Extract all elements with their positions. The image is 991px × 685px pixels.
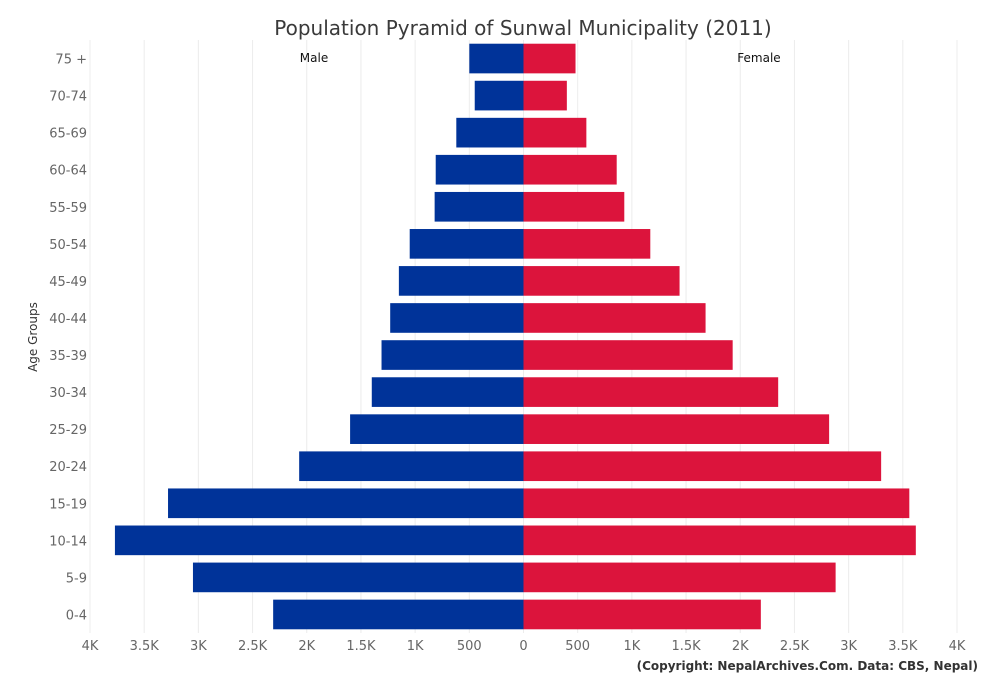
bar-male xyxy=(434,191,524,222)
y-tick-label: 40-44 xyxy=(49,312,87,327)
x-tick-label: 1.5K xyxy=(346,639,376,654)
y-tick-label: 55-59 xyxy=(49,201,87,216)
bar-female xyxy=(523,599,761,630)
bar-female xyxy=(523,340,733,370)
y-tick-label: 25-29 xyxy=(49,423,87,438)
x-tick-label: 1K xyxy=(623,639,640,654)
y-tick-label: 65-69 xyxy=(49,127,87,142)
x-tick-label: 4K xyxy=(82,639,99,654)
bar-female xyxy=(523,525,916,556)
bar-female xyxy=(523,191,625,222)
bar-female xyxy=(523,488,910,519)
x-tick-label: 1K xyxy=(407,639,424,654)
y-tick-label: 75 + xyxy=(55,53,87,68)
bar-male xyxy=(273,599,524,630)
bars xyxy=(114,43,916,630)
x-axis-ticks: 4K 3.5K 3K 2.5K 2K 1.5K 1K 500 0 500 1K 1.5K 2K 2.5K 3… xyxy=(82,639,966,654)
y-tick-label: 70-74 xyxy=(49,90,87,105)
bar-female xyxy=(523,451,882,482)
series-label-male: Male xyxy=(300,51,328,65)
x-tick-label: 500 xyxy=(565,639,590,654)
y-axis-label: Age Groups xyxy=(26,302,40,372)
bar-male xyxy=(299,451,524,482)
bar-male xyxy=(381,340,524,370)
y-tick-label: 15-19 xyxy=(49,497,87,512)
bar-male xyxy=(469,43,524,74)
bar-female xyxy=(523,154,617,185)
bar-female xyxy=(523,303,706,333)
bar-male xyxy=(474,80,524,111)
x-tick-label: 2.5K xyxy=(238,639,268,654)
bar-male xyxy=(456,117,524,148)
bar-male xyxy=(192,562,524,593)
chart-credit: (Copyright: NepalArchives.Com. Data: CBS… xyxy=(637,659,978,673)
bar-female xyxy=(523,414,830,444)
bar-male xyxy=(398,266,524,296)
y-tick-label: 10-14 xyxy=(49,534,87,549)
chart-title: Population Pyramid of Sunwal Municipalit… xyxy=(274,16,771,40)
x-tick-label: 3K xyxy=(190,639,207,654)
x-tick-label: 500 xyxy=(457,639,482,654)
y-tick-label: 35-39 xyxy=(49,349,87,364)
x-tick-label: 2.5K xyxy=(780,639,810,654)
x-tick-label: 3.5K xyxy=(888,639,918,654)
x-tick-label: 2K xyxy=(298,639,315,654)
x-tick-label: 3K xyxy=(840,639,857,654)
y-tick-label: 20-24 xyxy=(49,460,87,475)
bar-female xyxy=(523,80,567,111)
bar-male xyxy=(409,229,524,259)
bar-male xyxy=(435,154,524,185)
y-tick-label: 30-34 xyxy=(49,386,87,401)
y-tick-label: 5-9 xyxy=(66,571,87,586)
y-tick-label: 60-64 xyxy=(49,164,87,179)
y-tick-label: 0-4 xyxy=(66,608,87,623)
bar-male xyxy=(371,377,524,407)
bar-female xyxy=(523,562,836,593)
x-tick-label: 1.5K xyxy=(671,639,701,654)
y-axis-ticks: 75 + 70-74 65-69 60-64 55-59 50-54 45-49 40-44 3… xyxy=(49,53,87,624)
bar-female xyxy=(523,266,680,296)
y-tick-label: 45-49 xyxy=(49,275,87,290)
bar-female xyxy=(523,229,651,259)
x-tick-label: 4K xyxy=(949,639,966,654)
bar-male xyxy=(390,303,524,333)
bar-female xyxy=(523,43,576,74)
bar-male xyxy=(168,488,524,519)
bar-male xyxy=(350,414,524,444)
x-tick-label: 0 xyxy=(519,639,527,654)
bar-female xyxy=(523,377,779,407)
series-label-female: Female xyxy=(737,51,780,65)
x-tick-label: 3.5K xyxy=(130,639,160,654)
bar-male xyxy=(114,525,524,556)
bar-female xyxy=(523,117,587,148)
x-tick-label: 2K xyxy=(732,639,749,654)
y-tick-label: 50-54 xyxy=(49,238,87,253)
